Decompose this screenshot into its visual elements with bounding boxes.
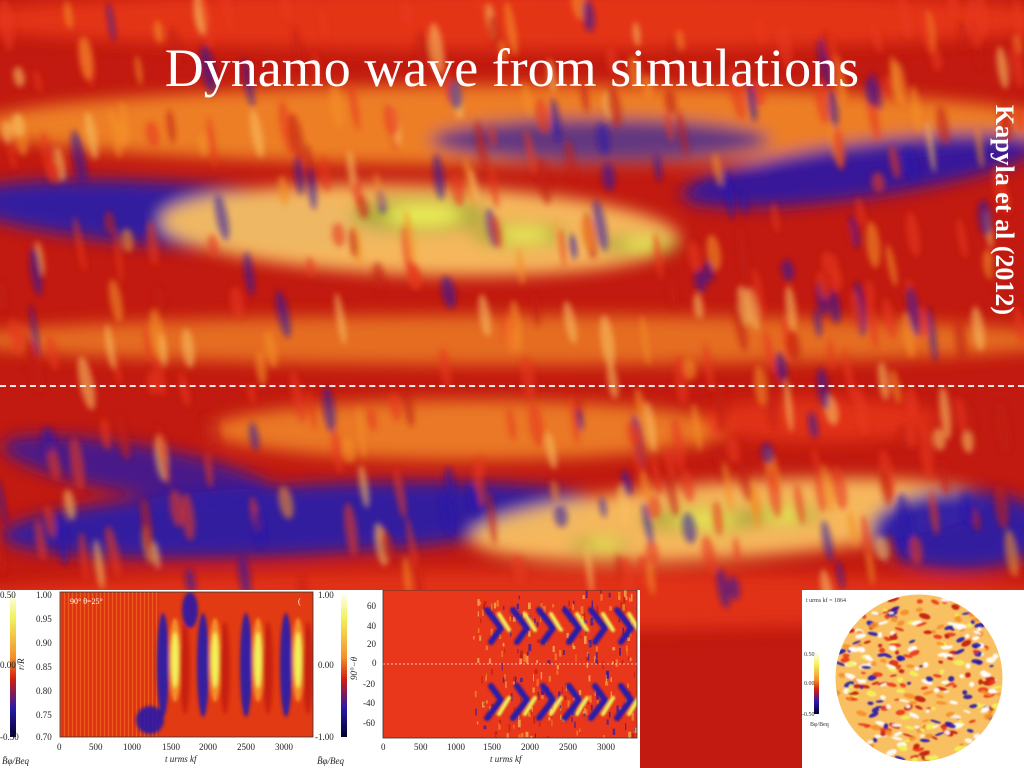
y-tick: 0.90 [36, 638, 52, 648]
colorbar-tick-top: 0.50 [804, 652, 815, 658]
sphere-snapshot-plot: t urms kf = 1864 0.50 0.00 -0.50 Bφ/Beq [802, 593, 1004, 763]
y-tick: 0.95 [36, 614, 52, 624]
colorbar-tick-mid: 0.00 [0, 660, 16, 670]
x-tick: 3000 [597, 742, 616, 752]
colorbar [341, 592, 347, 737]
colorbar-tick-bottom: -0.50 [0, 732, 19, 742]
sphere-surface [835, 594, 1003, 762]
y-tick: -60 [363, 718, 375, 728]
x-tick: 0 [57, 742, 62, 752]
x-tick: 1000 [447, 742, 466, 752]
sphere-snapshot-panel: t urms kf = 1864 0.50 0.00 -0.50 Bφ/Beq [802, 590, 1024, 768]
x-tick: 2500 [559, 742, 578, 752]
x-tick: 2000 [521, 742, 540, 752]
colorbar [10, 592, 16, 737]
plot-corner-label: ( [298, 597, 301, 606]
equator-dashed-line [0, 385, 1024, 387]
x-tick: 2500 [237, 742, 256, 752]
colorbar-label: B̄φ/Beq [2, 756, 29, 766]
y-tick: 0.80 [36, 686, 52, 696]
colorbar [814, 652, 819, 714]
y-tick: 0.75 [36, 710, 52, 720]
colorbar-tick-bottom: -1.00 [315, 732, 334, 742]
colorbar-tick-top: 0.50 [0, 590, 16, 600]
radius-time-plot: 0.50 0.00 -0.50 B̄φ/Beq r/R 1.00 0.95 0.… [0, 590, 314, 766]
latitude-time-heatmap [383, 590, 637, 738]
colorbar-label: B̄φ/Beq [317, 756, 344, 766]
radius-time-heatmap [60, 592, 313, 737]
colorbar-tick-mid: 0.00 [318, 660, 334, 670]
y-tick: 0 [372, 658, 377, 668]
y-tick: 0.85 [36, 662, 52, 672]
latitude-time-plot: 1.00 0.00 -1.00 B̄φ/Beq 90°−θ 60 40 20 0… [315, 590, 638, 766]
y-tick: 60 [367, 601, 377, 611]
colorbar-label: Bφ/Beq [810, 722, 829, 728]
colorbar-tick-top: 1.00 [318, 590, 334, 600]
latitude-time-panel: 1.00 0.00 -1.00 B̄φ/Beq 90°−θ 60 40 20 0… [315, 590, 640, 768]
x-tick: 1500 [162, 742, 181, 752]
y-axis-label: 90°−θ [349, 656, 359, 680]
y-tick: 1.00 [36, 590, 52, 600]
y-axis-label: r/R [16, 658, 26, 670]
y-tick: 0.70 [36, 732, 52, 742]
snapshot-time-header: t urms kf = 1864 [806, 597, 846, 604]
x-axis-label: t urms kf [165, 754, 198, 764]
x-tick: 500 [89, 742, 103, 752]
x-tick: 2000 [199, 742, 218, 752]
y-tick: 20 [367, 639, 377, 649]
radius-time-panel: 0.50 0.00 -0.50 B̄φ/Beq r/R 1.00 0.95 0.… [0, 590, 315, 768]
y-tick: 40 [367, 621, 377, 631]
plot-inset-label: 90° θ=25° [70, 597, 103, 606]
colorbar-tick-bottom: -0.50 [802, 712, 815, 718]
colorbar-tick-mid: 0.00 [804, 681, 815, 687]
x-tick: 500 [414, 742, 428, 752]
x-axis-label: t urms kf [490, 754, 523, 764]
x-tick: 1500 [483, 742, 502, 752]
y-tick: -20 [363, 679, 375, 689]
x-tick: 3000 [275, 742, 294, 752]
slide-title: Dynamo wave from simulations [164, 38, 860, 98]
x-tick: 0 [381, 742, 386, 752]
citation-credit: Kapyla et al (2012) [990, 104, 1019, 316]
x-tick: 1000 [123, 742, 142, 752]
y-tick: -40 [363, 698, 375, 708]
